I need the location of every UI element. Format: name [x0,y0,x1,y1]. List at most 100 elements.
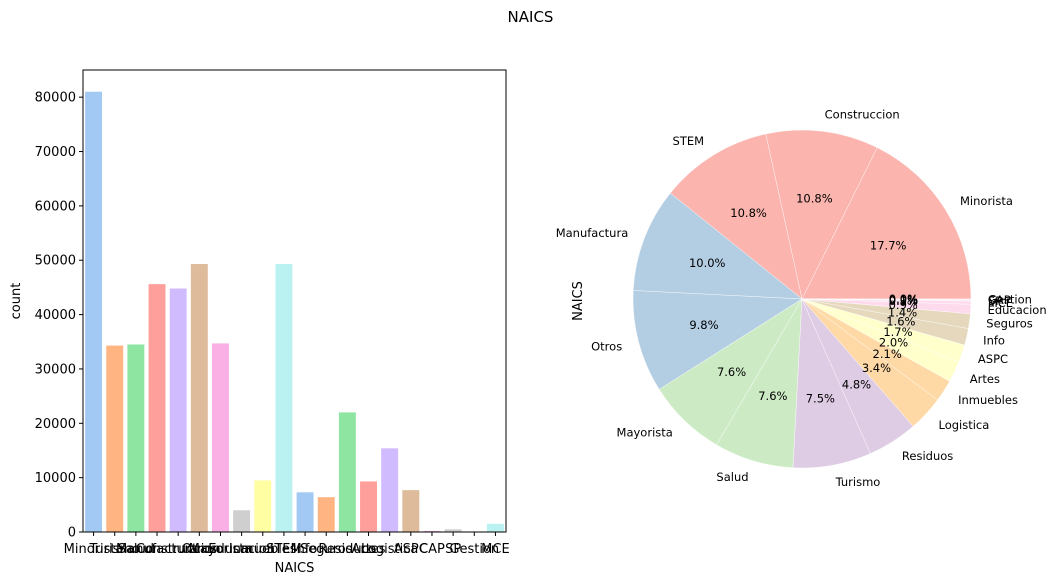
bar-construccion [169,288,187,532]
figure-title: NAICS [507,8,554,26]
pie-pct-otros: 9.8% [689,318,718,332]
bar-x-tick-label: STEM [266,542,302,557]
bar-x-tick-label: Otros [182,542,217,557]
pie-label-manufactura: Manufactura [556,226,629,240]
bar-y-tick-label: 80000 [35,91,76,106]
pie-label-aspc: ASPC [978,352,1008,366]
pie-pct-info: 1.6% [886,315,915,329]
bar-manufactura [148,284,166,532]
bar-turismo [106,345,124,532]
bar-mayorista [212,343,229,532]
pie-pct-construccion: 10.8% [796,191,833,205]
pie-label-stem: STEM [673,134,705,148]
bar-x-tick-label: Construccion [136,542,221,557]
pie-label-residuos: Residuos [902,449,953,463]
bar-y-tick-label: 0 [68,526,76,541]
bar-y-ticks: 0 10000 20000 30000 40000 50000 60000 70000 8000… [35,91,83,541]
pie-pct-aspc: 1.7% [883,325,912,339]
pie-pct-stem: 10.8% [730,206,767,220]
bar-artes [360,481,377,532]
pie-pct-minorista: 17.7% [870,239,907,253]
bar-x-tick-label: Manufactura [116,542,198,557]
pie-label-cap: CAP [988,293,1011,307]
bar-aspc [402,490,420,532]
bar-chart: 0 10000 20000 30000 40000 50000 60000 70000 8000… [9,69,510,576]
pie-label-otros: Otros [591,339,622,353]
pie-slice-stem [670,133,803,300]
pie-slice-minorista [801,147,972,300]
bar-y-tick-label: 60000 [35,199,76,214]
bar-y-tick-label: 70000 [35,145,76,160]
bar-sp [444,529,462,532]
pie-label-minorista: Minorista [960,194,1013,208]
pie-label-turismo: Turismo [835,475,881,489]
bar-seguros [317,497,335,532]
bar-logistica [381,448,399,532]
bar-x-tick-label: Artes [351,542,385,557]
pie-slice-gestion [801,298,972,300]
pie-slices [632,129,972,469]
bar-x-tick-label: MCE [481,542,510,557]
bar-plot-frame [82,69,507,533]
bar-info [296,492,314,532]
bar-minorista [85,91,103,533]
pie-pct-seguros: 1.4% [888,305,917,319]
bar-cap [423,530,441,532]
pie-pct-gestion: 0.0% [889,292,918,306]
bar-inmuebles [254,480,272,532]
bar-x-tick-label: Mayorista [189,542,253,557]
pie-pct-mayorista: 7.6% [717,365,746,379]
bar-x-ticks: MinoristaTurismoSaludManufacturaConstruc… [64,532,510,557]
pie-label-mce: MCE [988,296,1013,310]
bar-x-tick-label: Seguros [300,542,353,557]
pie-pct-educacion: 0.9% [889,298,918,312]
pie-pct-mce: 0.3% [889,294,918,308]
bar-x-tick-label: SP [445,542,461,557]
bar-x-axis-label: NAICS [275,561,315,576]
pie-chart: Minorista 17.7% Construccion 10.8% STEM 10.8%… [556,107,1047,488]
bar-x-tick-label: ASPC [394,542,428,557]
bar-educacion [233,510,251,532]
pie-y-axis-label: NAICS [571,281,586,321]
bar-marks [85,91,504,533]
pie-label-mayorista: Mayorista [617,426,673,440]
pie-slice-construccion [765,129,878,300]
bar-salud [127,344,145,532]
bar-x-tick-label: Inmuebles [229,542,297,557]
bar-x-tick-label: Minorista [64,542,124,557]
pie-labels: Minorista 17.7% Construccion 10.8% STEM 10.8%… [556,107,1047,488]
bar-y-tick-label: 20000 [35,417,76,432]
bar-x-tick-label: Logistica [361,542,418,557]
pie-pct-turismo: 7.5% [806,392,835,406]
pie-label-salud: Salud [716,470,748,484]
bar-x-tick-label: Salud [118,542,154,557]
pie-pct-artes: 2.0% [879,336,908,350]
pie-label-logistica: Logistica [939,418,990,432]
pie-pct-sp: 0.1% [889,293,918,307]
bar-x-tick-label: Turismo [88,542,140,557]
pie-pct-salud: 7.6% [758,389,787,403]
pie-label-sp: SP [988,294,1002,308]
pie-label-construccion: Construccion [825,107,900,121]
pie-pct-cap: 0.0% [889,292,918,306]
pie-label-inmuebles: Inmuebles [958,393,1018,407]
bar-x-tick-label: Residuos [318,542,376,557]
pie-label-artes: Artes [970,372,1000,386]
bar-residuos [338,412,356,532]
pie-pct-inmuebles: 2.1% [873,347,902,361]
pie-slice-otros [632,290,803,390]
bar-x-tick-label: Gestion [449,542,499,557]
pie-pct-residuos: 4.8% [842,378,871,392]
bar-y-tick-label: 50000 [35,254,76,269]
bar-otros [190,264,208,532]
bar-y-tick-label: 40000 [35,308,76,323]
pie-slice-manufactura [633,192,803,300]
bar-y-tick-label: 30000 [35,362,76,377]
pie-label-seguros: Seguros [986,316,1032,330]
pie-label-educacion: Educacion [988,303,1047,317]
bar-y-axis-label: count [9,283,24,320]
pie-pct-logistica: 3.4% [862,361,891,375]
pie-label-gestion: Gestion [988,292,1032,306]
bar-x-tick-label: Info [293,542,318,557]
